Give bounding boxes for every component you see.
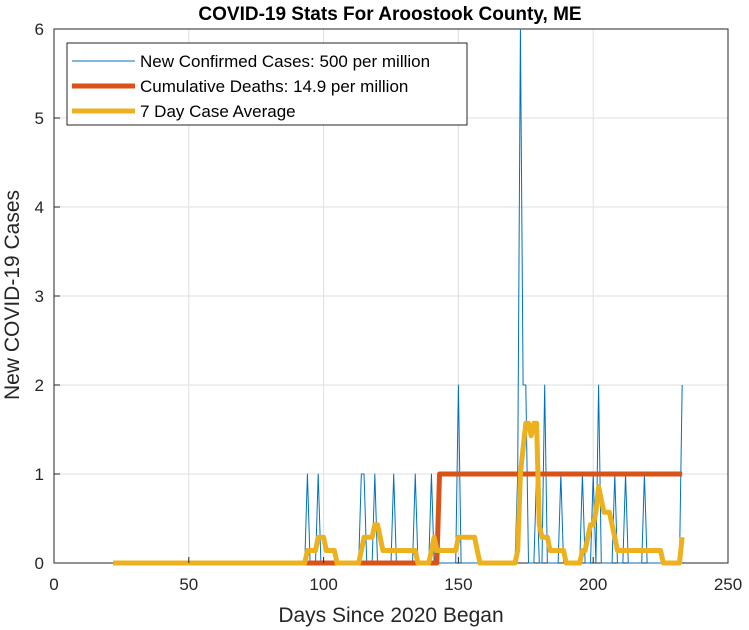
axis-ticks: 0 50 100 150 200 250 0 1 2 3 4 5 6 xyxy=(35,20,743,594)
x-tick-label: 50 xyxy=(179,575,198,594)
y-tick-label: 6 xyxy=(35,20,44,39)
legend-label-deaths: Cumulative Deaths: 14.9 per million xyxy=(140,77,408,96)
chart-title: COVID-19 Stats For Aroostook County, ME xyxy=(198,4,581,25)
series-layer xyxy=(113,28,685,566)
y-tick-label: 0 xyxy=(35,554,44,573)
x-tick-label: 100 xyxy=(309,575,337,594)
x-tick-label: 250 xyxy=(714,575,742,594)
x-tick-label: 0 xyxy=(49,575,58,594)
y-tick-label: 3 xyxy=(35,287,44,306)
x-tick-label: 150 xyxy=(444,575,472,594)
legend: New Confirmed Cases: 500 per million Cum… xyxy=(66,42,468,126)
legend-label-7day-average: 7 Day Case Average xyxy=(140,102,296,121)
y-tick-label: 2 xyxy=(35,376,44,395)
y-tick-label: 4 xyxy=(35,198,44,217)
y-axis-label: New COVID-19 Cases xyxy=(1,190,24,400)
x-tick-label: 200 xyxy=(579,575,607,594)
y-tick-label: 5 xyxy=(35,109,44,128)
x-axis-label: Days Since 2020 Began xyxy=(278,604,503,627)
series-new-confirmed-cases xyxy=(113,28,683,564)
series-7day-case-average xyxy=(113,420,685,566)
legend-label-new-cases: New Confirmed Cases: 500 per million xyxy=(140,52,430,71)
y-tick-label: 1 xyxy=(35,465,44,484)
